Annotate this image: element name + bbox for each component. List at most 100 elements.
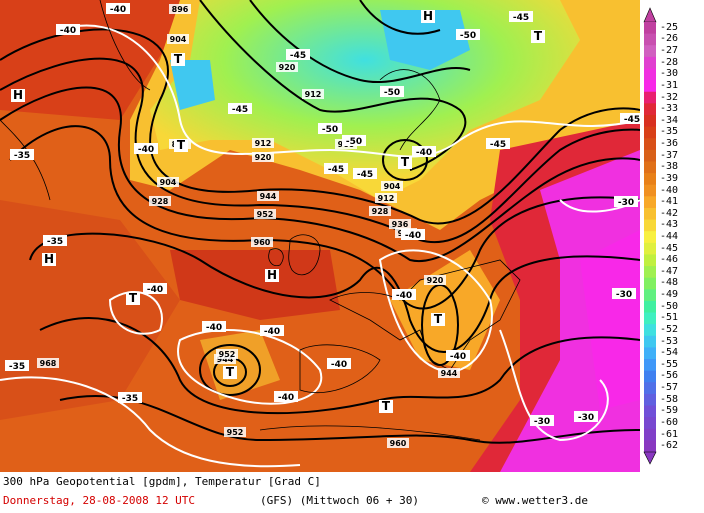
contour-line	[59, 394, 640, 444]
contour-label: 928	[152, 197, 169, 206]
legend-label: -53	[660, 335, 679, 347]
low-center-bg	[531, 30, 545, 43]
legend-swatch	[644, 207, 656, 221]
legend-label: -45	[660, 242, 679, 254]
temperature-label: -45	[328, 165, 344, 175]
temperature-label: -45	[232, 105, 248, 115]
low-center-bg	[126, 292, 140, 305]
legend-label: -49	[660, 289, 679, 301]
low-pressure-center: T	[177, 138, 186, 152]
legend-label: -38	[660, 161, 679, 173]
legend-label: -51	[660, 312, 679, 324]
contour-label: 904	[384, 182, 401, 191]
warm-region-west	[0, 0, 200, 120]
legend-label: -58	[660, 393, 679, 405]
legend-swatch	[644, 254, 656, 267]
temperature-labels: -40 -40 -45 -45 -50 -50 -50 -50 -40 -45 -45 -45 -35 -…	[5, 3, 640, 427]
temperature-label: -40	[405, 231, 421, 241]
temperature-label-bg	[286, 49, 310, 60]
isotherm-line	[499, 329, 609, 442]
forecast-date: Donnerstag, 28-08-2008 12 UTC	[3, 494, 196, 507]
copyright-notice: © www.wetter3.de	[482, 494, 588, 507]
contour-label-bg	[254, 209, 276, 219]
temperature-label: -45	[357, 170, 373, 180]
model-info: (GFS) (Mittwoch 06 + 30)	[260, 494, 419, 507]
legend-swatch	[644, 114, 656, 128]
legend-label: -59	[660, 405, 679, 417]
contour-label: 904	[160, 178, 177, 187]
legend-label: -41	[660, 196, 679, 208]
low-center-bg	[379, 400, 393, 413]
legend-swatch	[644, 300, 656, 314]
temperature-label: -50	[322, 125, 338, 135]
temperature-label-bg	[342, 135, 366, 146]
contour-label: 936	[392, 220, 409, 229]
low-pressure-center: T	[401, 155, 410, 169]
temperature-label: -45	[513, 13, 529, 23]
legend-swatch	[644, 196, 656, 209]
map-footer: 300 hPa Geopotential [gpdm], Temperatur …	[0, 472, 640, 513]
temperature-label: -45	[624, 115, 640, 125]
contour-line	[0, 28, 640, 225]
legend-swatch	[644, 103, 656, 116]
temperature-label: -40	[331, 360, 347, 370]
legend-swatch	[644, 161, 656, 174]
temperature-label-bg	[353, 168, 377, 179]
contour-label-bg	[438, 368, 460, 378]
contour-low-center	[382, 139, 428, 181]
temperature-label: -40	[278, 393, 294, 403]
temperature-label-bg	[327, 358, 351, 369]
temperature-label: -40	[416, 148, 432, 158]
temperature-label: -30	[616, 290, 632, 300]
temperature-label: -40	[396, 291, 412, 301]
contour-label-bg	[276, 62, 298, 72]
legend-swatch	[644, 347, 656, 360]
temperature-label: -35	[122, 394, 138, 404]
high-pressure-center: H	[423, 9, 433, 23]
legend-swatch	[644, 370, 656, 383]
contour-label: 920	[279, 63, 296, 72]
high-center-bg	[11, 89, 25, 102]
coastline-scandinavia	[379, 69, 441, 151]
coastline-greenland	[99, 0, 151, 91]
legend-label: -34	[660, 114, 679, 126]
cold-trough-south	[390, 250, 500, 370]
temperature-label-bg	[143, 283, 167, 294]
low-center-bg	[171, 53, 185, 66]
legend-label: -40	[660, 184, 679, 196]
contour-line	[199, 0, 467, 171]
legend-label: -44	[660, 231, 679, 242]
temperature-label-bg	[318, 123, 342, 134]
low-center-bg	[398, 156, 412, 169]
legend-swatch	[644, 80, 656, 93]
legend-label: -26	[660, 33, 679, 45]
contour-label: 944	[217, 355, 234, 364]
legend-label: -56	[660, 370, 679, 382]
coastline-britain	[288, 234, 321, 276]
temperature-label: -40	[450, 352, 466, 362]
legend-label: -37	[660, 149, 679, 161]
legend-label: -28	[660, 56, 679, 68]
contour-label: 960	[254, 238, 271, 247]
temperature-label: -40	[110, 5, 126, 15]
temperature-label: -35	[47, 237, 63, 247]
contour-label-bg	[167, 34, 189, 44]
temperature-label-bg	[392, 289, 416, 300]
legend-swatch	[644, 126, 656, 139]
temperature-label-bg	[324, 163, 348, 174]
temperature-label-bg	[43, 235, 67, 246]
legend-label: -52	[660, 323, 679, 335]
legend-swatch	[644, 33, 656, 46]
legend-swatch	[644, 312, 656, 325]
contour-label-bg	[257, 191, 279, 201]
low-pressure-center: T	[129, 291, 138, 305]
contour-label-bg	[252, 152, 274, 162]
isotherm-line	[0, 376, 301, 468]
low-pressure-center: T	[382, 399, 391, 413]
legend-swatch	[644, 231, 656, 244]
high-pressure-center: H	[13, 88, 23, 102]
temperature-label: -40	[147, 285, 163, 295]
weather-map: 8969049129209289369449529609688969049129…	[0, 0, 641, 473]
cold-core-north	[150, 0, 580, 200]
legend-swatch	[644, 289, 656, 302]
